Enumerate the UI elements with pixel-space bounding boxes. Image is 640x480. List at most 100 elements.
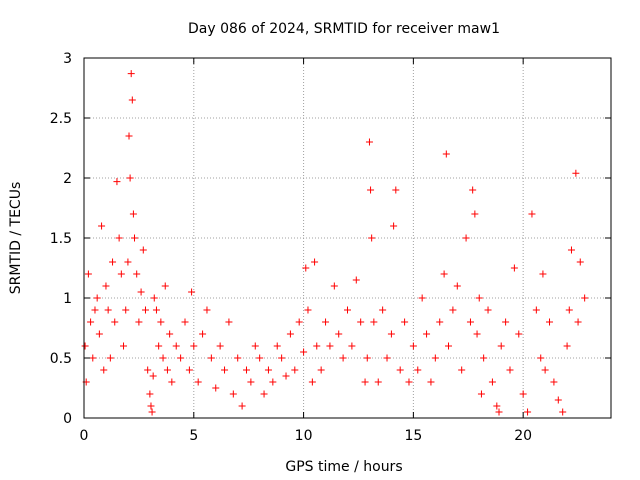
data-point [475,294,483,302]
data-point [304,306,312,314]
data-point [462,234,470,242]
data-point [282,372,290,380]
data-point [519,390,527,398]
data-point [242,366,250,374]
data-point [387,330,395,338]
data-point [163,366,171,374]
y-axis-label: SRMTID / TECUs [8,182,24,295]
data-point [102,282,110,290]
data-point [273,342,281,350]
data-point [357,318,365,326]
data-point [458,366,466,374]
data-point [469,186,477,194]
y-tick-label: 0.5 [50,351,72,367]
data-point [155,342,163,350]
data-point [370,318,378,326]
data-point [423,330,431,338]
data-point [572,169,580,177]
data-point [442,150,450,158]
data-point [352,276,360,284]
data-point [251,342,259,350]
data-point [418,294,426,302]
y-tick-label: 2.5 [50,111,72,127]
data-point [367,186,375,194]
data-point [473,330,481,338]
data-point [453,282,461,290]
data-point [383,354,391,362]
data-point [317,366,325,374]
data-point [484,306,492,314]
data-point [390,222,398,230]
data-point [409,342,417,350]
x-tick-label: 20 [514,428,532,444]
data-point [127,70,135,78]
data-point [550,378,558,386]
data-point [326,342,334,350]
x-tick-label: 5 [189,428,198,444]
data-point [168,378,176,386]
data-point [148,408,156,416]
data-point [295,318,303,326]
data-point [335,330,343,338]
data-point [414,366,422,374]
data-point [247,378,255,386]
y-tick-label: 2 [63,171,72,187]
data-point [300,348,308,356]
data-point [313,342,321,350]
x-tick-label: 15 [404,428,422,444]
data-point [574,318,582,326]
data-point [541,366,549,374]
data-point [157,318,165,326]
data-point [159,354,167,362]
data-point [212,384,220,392]
data-point [554,396,562,404]
data-point [291,366,299,374]
data-point [559,408,567,416]
data-point [109,258,117,266]
data-point [440,270,448,278]
data-point [344,306,351,314]
data-point [203,306,211,314]
data-point [374,378,382,386]
data-point [113,178,121,186]
y-tick-label: 1.5 [50,231,72,247]
data-point [238,402,246,410]
data-point [129,210,137,218]
data-point [144,366,152,374]
data-point [141,306,149,314]
data-point [225,318,233,326]
x-tick-label: 10 [295,428,313,444]
data-point [91,306,99,314]
data-point [89,354,97,362]
data-point [207,354,215,362]
data-point [87,318,95,326]
data-point [181,318,189,326]
data-point [93,294,101,302]
data-point [368,234,376,242]
data-point [137,288,145,296]
data-point [135,318,143,326]
data-point [365,138,373,146]
data-point [405,378,413,386]
data-point [146,390,154,398]
data-point [497,342,505,350]
data-point [471,210,479,218]
data-point [427,378,435,386]
x-axis-label: GPS time / hours [285,459,402,475]
data-point [150,294,158,302]
y-tick-label: 3 [63,51,72,67]
data-points [81,70,589,416]
data-point [311,258,319,266]
data-point [229,390,237,398]
data-point [161,282,169,290]
data-point [528,210,536,218]
x-tick-label: 0 [80,428,89,444]
data-point [139,246,147,254]
data-point [131,234,139,242]
data-point [576,258,584,266]
data-point [221,366,229,374]
data-point [396,366,404,374]
data-point [128,96,136,104]
grid [84,58,611,418]
